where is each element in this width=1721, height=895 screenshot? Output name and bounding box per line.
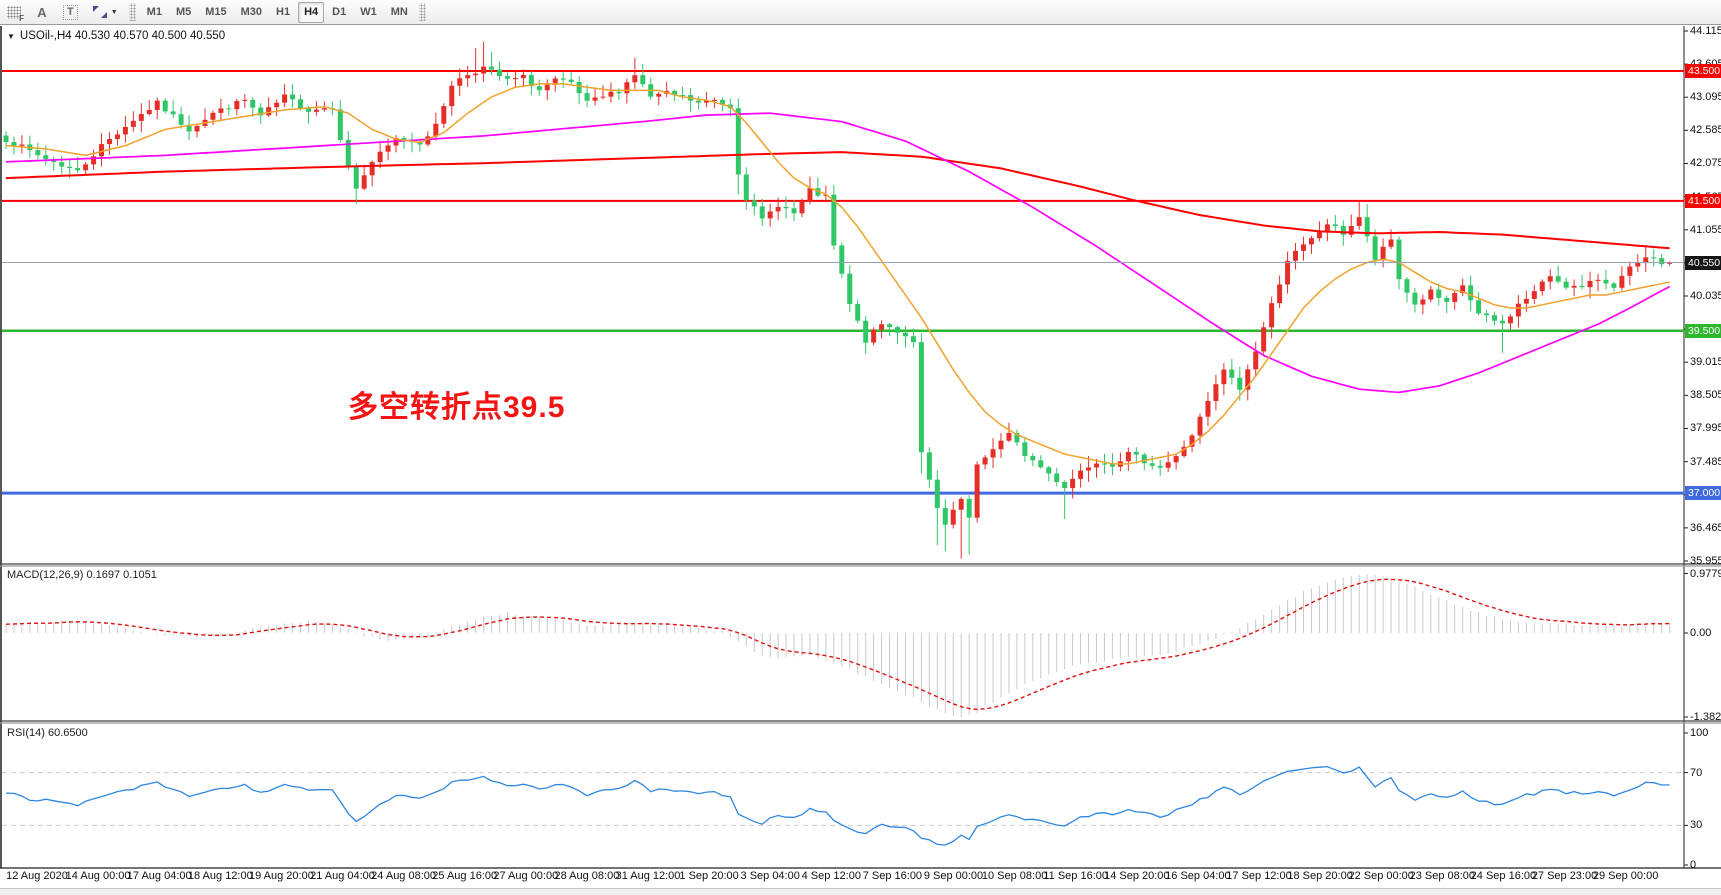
price-tick-label: 36.465 (1690, 521, 1721, 534)
time-label: 29 Sep 00:00 (1592, 870, 1659, 882)
price-tick-label: 42.075 (1690, 157, 1721, 170)
time-label: 22 Sep 00:00 (1348, 870, 1414, 882)
text-tool-button[interactable]: T (57, 2, 84, 23)
chart-canvas[interactable] (0, 26, 1721, 895)
time-label: 18 Aug 12:00 (187, 870, 253, 882)
chart-area: ▼ USOil-,H4 40.530 40.570 40.500 40.550 … (0, 25, 1721, 895)
macd-tick-label: 0.00 (1690, 627, 1712, 639)
time-label: 16 Sep 04:00 (1165, 870, 1231, 882)
tab-timeframe-h1[interactable]: H1 (276, 6, 291, 18)
macd-indicator-label: MACD(12,26,9) 0.1697 0.1051 (7, 569, 157, 581)
time-label: 14 Sep 20:00 (1104, 870, 1170, 882)
price-tick-label: 39.015 (1690, 356, 1721, 369)
price-tick-label: 37.995 (1690, 422, 1721, 435)
time-label: 14 Aug 00:00 (65, 870, 131, 882)
toolbar: F A T ▼ M1 M5 M15 M30 H1 H4 D1 W1 MN (0, 0, 1721, 25)
price-level-badge: 41.500 (1685, 193, 1721, 208)
price-tick-label: 43.095 (1690, 91, 1721, 104)
dot-grid-icon: F (7, 5, 24, 23)
tab-timeframe-m5[interactable]: M5 (175, 6, 192, 18)
time-label: 12 Aug 2020 (6, 870, 68, 882)
rsi-tick-label: 100 (1690, 727, 1709, 739)
timeframe-button-group: M1 M5 M15 M30 H1 H4 D1 W1 MN (140, 1, 415, 23)
time-label: 19 Aug 20:00 (248, 870, 314, 882)
rsi-tick-label: 0 (1690, 859, 1697, 871)
dot-grid-tool-button[interactable]: F (1, 2, 27, 23)
arrows-icon (92, 5, 108, 19)
arrows-tool-button[interactable]: ▼ (86, 2, 124, 23)
time-label: 17 Aug 04:00 (126, 870, 192, 882)
rsi-tick-label: 30 (1690, 819, 1703, 832)
rsi-tick-label: 70 (1690, 766, 1703, 779)
time-label: 27 Sep 23:00 (1531, 870, 1598, 882)
macd-tick-label: 0.9779 (1690, 567, 1721, 580)
chart-title: ▼ USOil-,H4 40.530 40.570 40.500 40.550 (7, 30, 225, 42)
tab-timeframe-mn[interactable]: MN (390, 6, 408, 18)
letter-a-icon: A (37, 4, 47, 20)
letter-t-icon: T (63, 4, 78, 20)
tab-timeframe-w1[interactable]: W1 (360, 6, 377, 18)
price-level-badge: 39.500 (1685, 323, 1721, 338)
price-tick-label: 38.505 (1690, 389, 1721, 402)
time-label: 3 Sep 04:00 (740, 870, 800, 882)
price-tick-label: 44.115 (1690, 25, 1721, 37)
time-label: 21 Aug 04:00 (310, 870, 375, 882)
time-label: 24 Aug 08:00 (371, 870, 437, 882)
chevron-down-icon[interactable]: ▼ (110, 8, 118, 16)
collapse-triangle-icon[interactable]: ▼ (7, 31, 15, 41)
window-bottom-strip (0, 888, 1721, 895)
time-label: 27 Aug 00:00 (493, 870, 559, 882)
rsi-indicator-label: RSI(14) 60.6500 (7, 727, 88, 739)
time-label: 31 Aug 12:00 (615, 870, 681, 882)
time-label: 4 Sep 12:00 (801, 870, 861, 882)
price-tick-label: 41.055 (1690, 223, 1721, 236)
price-tick-label: 37.485 (1690, 455, 1721, 468)
price-level-badge: 43.500 (1685, 63, 1721, 78)
time-axis: 12 Aug 2020 14 Aug 00:00 17 Aug 04:00 18 Au… (0, 870, 1721, 888)
time-label: 7 Sep 16:00 (862, 870, 923, 882)
current-price-badge: 40.550 (1685, 255, 1721, 270)
time-label: 10 Sep 08:00 (981, 870, 1048, 882)
tab-timeframe-m1[interactable]: M1 (146, 6, 162, 18)
tab-timeframe-d1[interactable]: D1 (332, 6, 347, 18)
time-label: 18 Sep 20:00 (1287, 870, 1353, 882)
chart-annotation: 多空转折点39.5 (348, 391, 566, 424)
toolbar-drag-handle-2[interactable] (418, 3, 426, 21)
time-label: 24 Sep 16:00 (1470, 870, 1537, 882)
time-label: 11 Sep 16:00 (1043, 870, 1109, 882)
tab-timeframe-h4[interactable]: H4 (298, 1, 325, 23)
price-level-badge: 37.000 (1685, 486, 1721, 501)
time-label: 28 Aug 08:00 (554, 870, 620, 882)
macd-tick-label: -1.382 (1690, 711, 1721, 724)
label-tool-button[interactable]: A (29, 2, 55, 23)
time-label: 1 Sep 20:00 (679, 870, 739, 882)
time-label: 9 Sep 00:00 (923, 870, 984, 882)
toolbar-drag-handle[interactable] (128, 3, 136, 21)
time-label: 23 Sep 08:00 (1409, 870, 1476, 882)
tab-timeframe-m15[interactable]: M15 (205, 6, 227, 18)
symbol-ohlc-text: USOil-,H4 40.530 40.570 40.500 40.550 (19, 30, 226, 42)
price-tick-label: 35.955 (1690, 554, 1721, 567)
price-tick-label: 40.035 (1690, 289, 1721, 302)
price-tick-label: 42.585 (1690, 124, 1721, 137)
time-label: 25 Aug 16:00 (432, 870, 498, 882)
tab-timeframe-m30[interactable]: M30 (240, 6, 263, 18)
time-label: 17 Sep 12:00 (1226, 870, 1292, 882)
